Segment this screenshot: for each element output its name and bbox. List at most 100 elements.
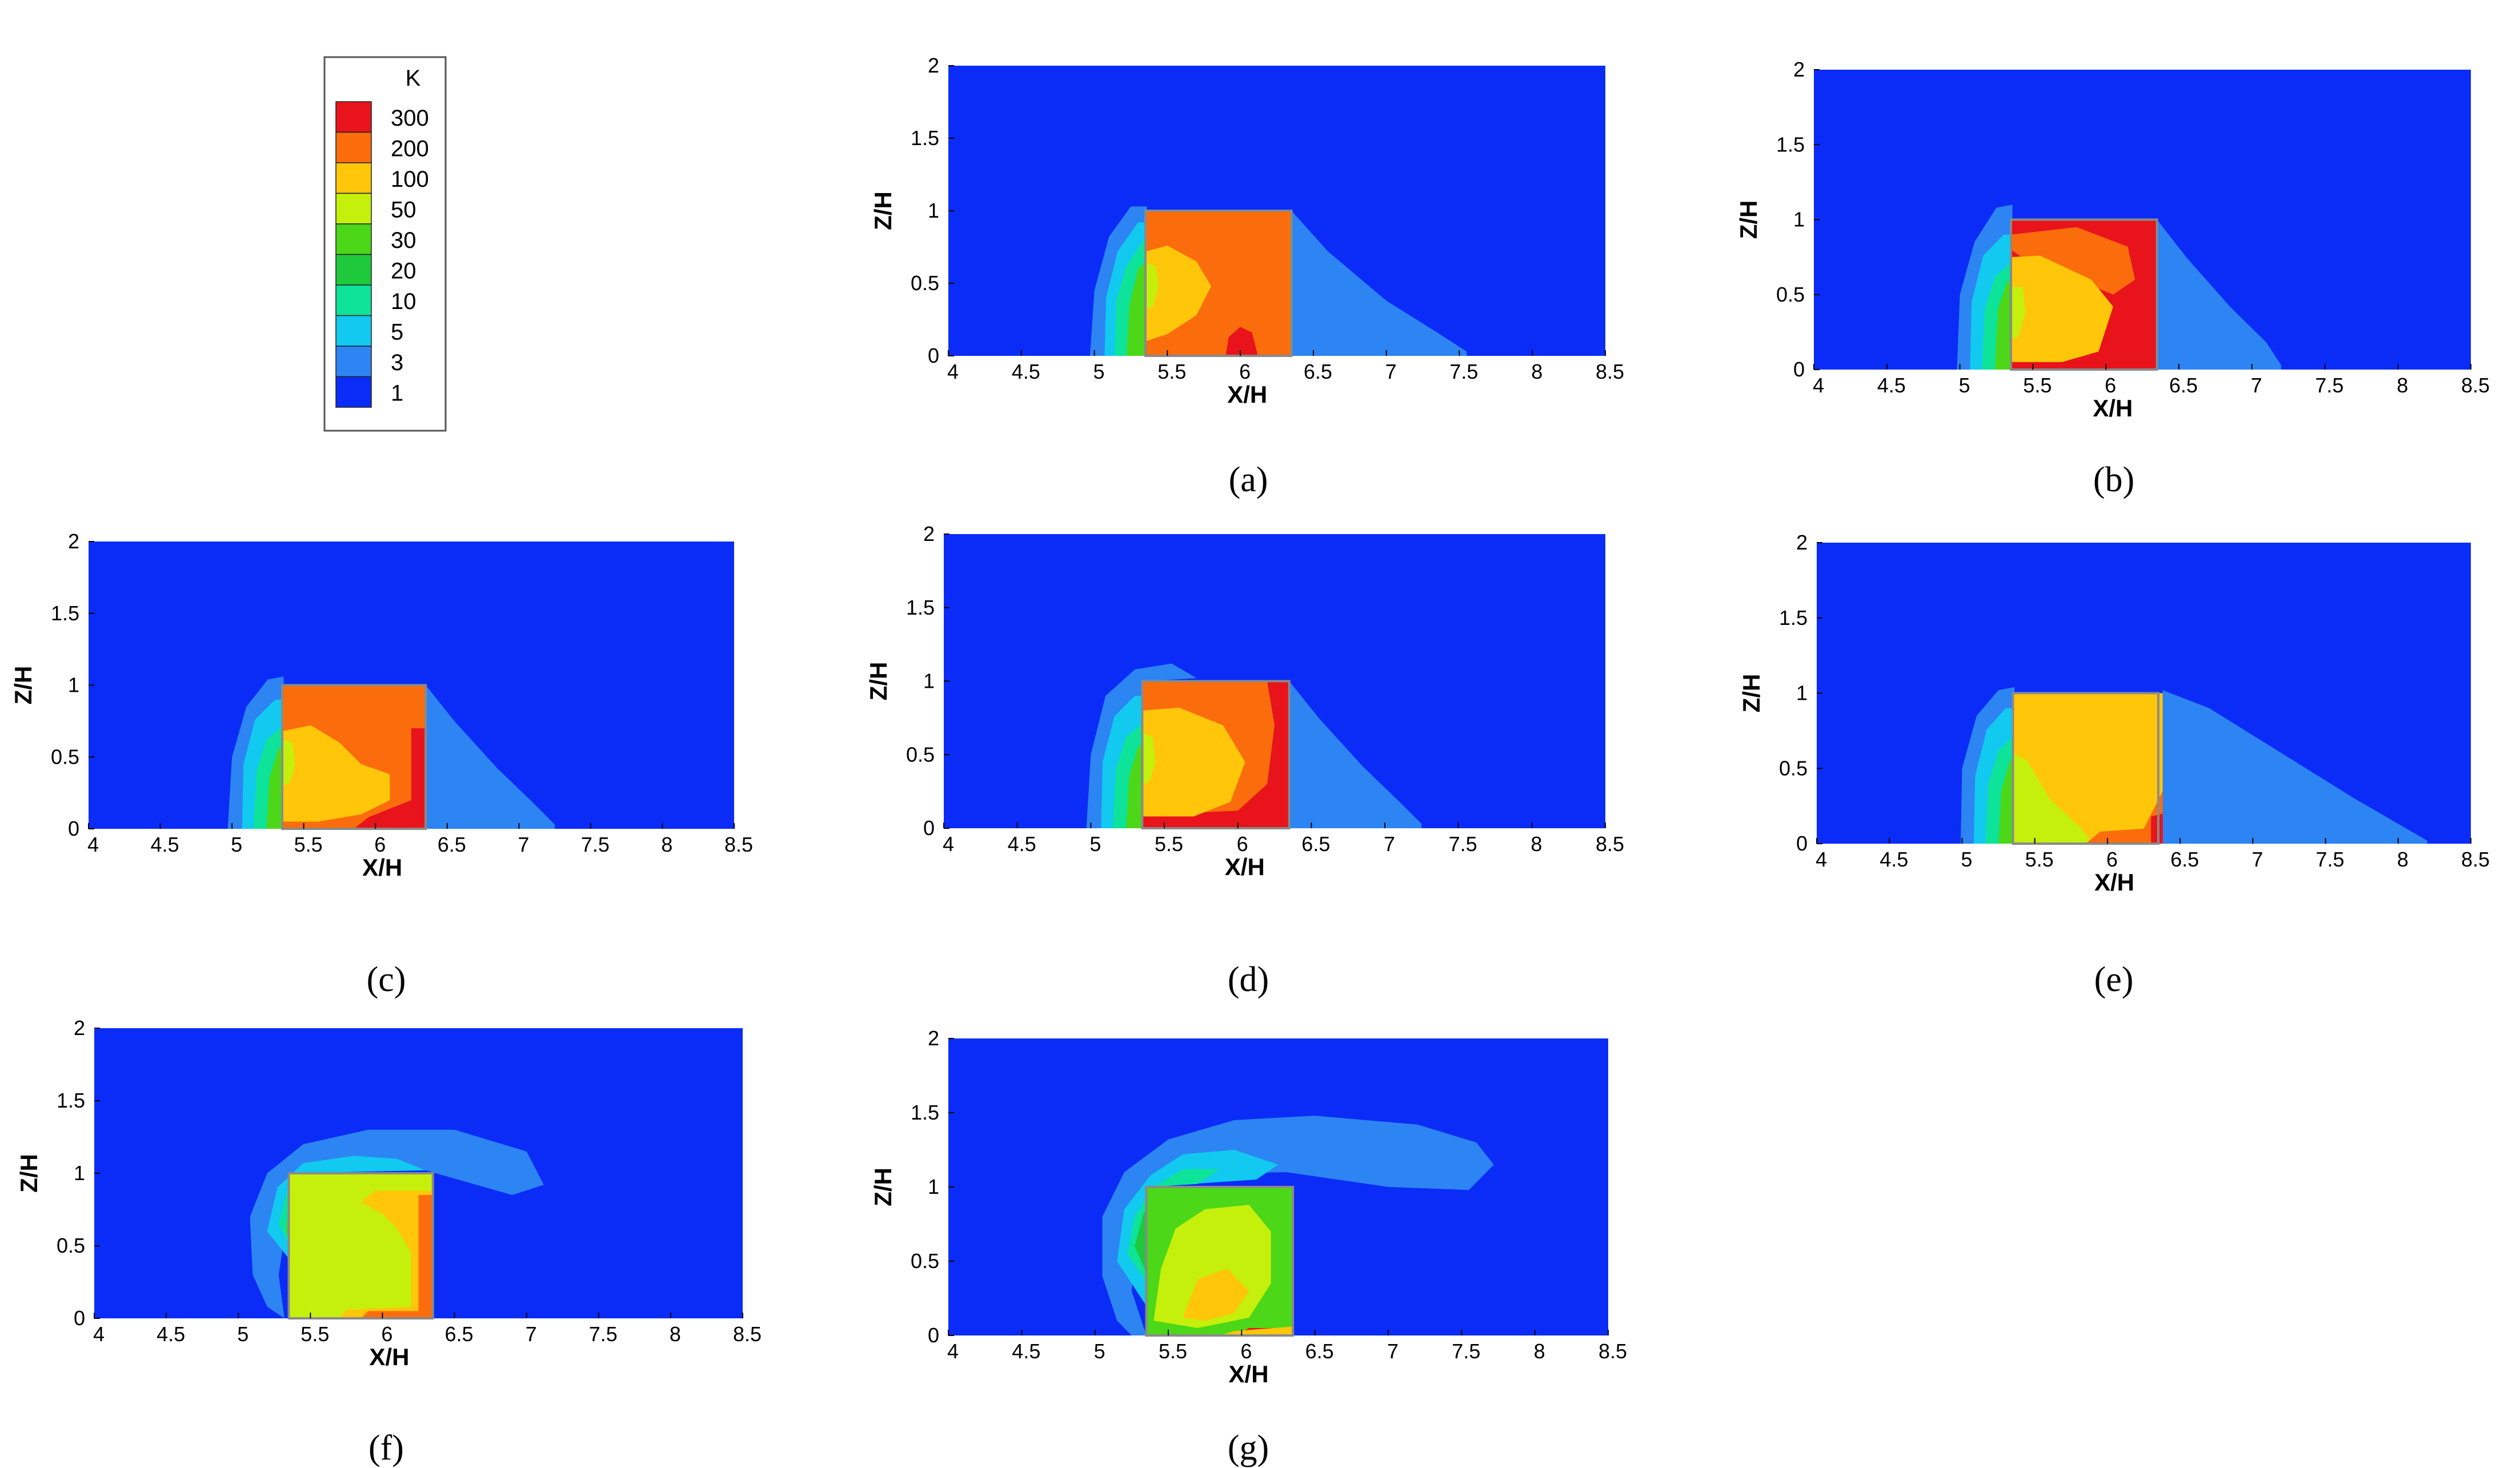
x-axis: 4 4.5 5 5.5 6 6.5 7 7.5 8 8.5	[947, 1330, 1627, 1363]
color-legend: K 300 200 100 50 30 20 10 5 3 1	[323, 56, 447, 432]
contour-level-100	[2011, 255, 2113, 362]
x-tick-label: 7	[526, 1322, 537, 1346]
panel-label: (g)	[1228, 1429, 1269, 1467]
building-outline	[281, 684, 427, 830]
legend-label-10: 10	[391, 289, 416, 314]
y-tick-label: 1	[74, 1161, 85, 1185]
x-tick-label: 6	[1237, 832, 1248, 856]
panel-a: 4 4.5 5 5.5 6 6.5 7 7.5 8 8.5 0 0.5 1 1.5 2 X/H Z/H (a)	[870, 54, 1624, 499]
legend-swatch-30	[335, 223, 372, 255]
y-tick-label: 2	[928, 1026, 939, 1050]
x-tick-label: 6	[381, 1322, 392, 1346]
y-tick-label: 0.5	[911, 271, 939, 295]
y-tick-label: 1.5	[57, 1089, 85, 1112]
y-tick-label: 2	[1796, 531, 1808, 554]
legend-swatch-200	[335, 131, 372, 163]
x-tick-label: 8	[1531, 360, 1543, 383]
legend-label-200: 200	[391, 137, 429, 162]
y-tick-label: 0	[928, 1323, 939, 1347]
x-tick-label: 5	[1961, 848, 1972, 871]
contour-level-200	[360, 1311, 419, 1318]
contour-field	[1089, 206, 1467, 356]
building-outline	[2010, 218, 2158, 371]
legend-label-300: 300	[391, 106, 429, 131]
y-tick-label: 0.5	[51, 745, 79, 768]
x-tick-label: 5	[1959, 374, 1970, 397]
x-tick-label: 8.5	[1598, 1339, 1627, 1363]
y-axis: 0 0.5 1 1.5 2	[57, 1016, 100, 1330]
y-tick-label: 1.5	[1776, 133, 1805, 156]
contour-level-30	[1998, 756, 2014, 844]
x-tick-label: 6	[374, 833, 386, 856]
x-tick-label: 8	[1534, 1339, 1545, 1363]
y-tick-label: 1.5	[1779, 606, 1808, 629]
panel-label: (d)	[1228, 960, 1269, 999]
x-tick-label: 5.5	[2025, 848, 2054, 871]
x-tick-label: 6	[2106, 848, 2118, 871]
x-tick-label: 7.5	[1449, 832, 1477, 856]
panel-f: 4 4.5 5 5.5 6 6.5 7 7.5 8 8.5 0 0.5 1 1.5 2 X/H Z/H (f)	[15, 1016, 762, 1467]
building-outline	[1144, 210, 1293, 357]
y-tick-label: 0	[1796, 832, 1808, 855]
x-tick-label: 5	[1093, 360, 1105, 383]
x-tick-label: 8.5	[1596, 832, 1624, 856]
y-tick-label: 0	[1793, 358, 1805, 381]
x-tick-label: 4.5	[1008, 832, 1036, 856]
x-tick-label: 4	[947, 1339, 959, 1363]
x-axis-label: X/H	[2093, 395, 2133, 422]
x-axis-label: X/H	[1225, 853, 1265, 880]
panel-label: (b)	[2093, 460, 2134, 499]
legend-swatch-5	[335, 315, 372, 347]
x-axis: 4 4.5 5 5.5 6 6.5 7 7.5 8 8.5	[943, 823, 1624, 856]
x-tick-label: 6.5	[1304, 360, 1332, 383]
panel-label: (c)	[367, 960, 406, 999]
x-axis: 4 4.5 5 5.5 6 6.5 7 7.5 8 8.5	[93, 1313, 762, 1346]
x-tick-label: 8.5	[2461, 848, 2490, 871]
x-tick-label: 8	[2397, 374, 2408, 397]
contour-level-3	[2157, 219, 2281, 370]
x-tick-label: 7.5	[1449, 360, 1478, 383]
contour-level-100	[1219, 1326, 1293, 1335]
x-tick-label: 4.5	[157, 1322, 185, 1346]
y-tick-label: 2	[68, 530, 79, 553]
x-tick-label: 4.5	[151, 833, 179, 856]
x-tick-label: 6.5	[438, 833, 466, 856]
x-tick-label: 4	[1816, 848, 1827, 871]
legend-label-1: 1	[391, 381, 403, 406]
x-tick-label: 4	[943, 832, 954, 856]
y-tick-label: 1.5	[906, 596, 935, 619]
y-tick-label: 0.5	[1779, 756, 1808, 780]
legend-swatch-3	[335, 346, 372, 378]
legend-label-20: 20	[391, 259, 416, 284]
x-tick-label: 5	[1089, 832, 1101, 856]
x-tick-label: 4.5	[1880, 848, 1908, 871]
contour-level-300	[1225, 327, 1258, 356]
contour-level-30	[1126, 743, 1144, 828]
y-tick-label: 0.5	[911, 1249, 939, 1273]
x-tick-label: 5.5	[294, 833, 323, 856]
x-tick-label: 4.5	[1012, 1339, 1040, 1363]
y-tick-label: 1.5	[911, 126, 939, 150]
x-tick-label: 6.5	[1301, 832, 1330, 856]
x-tick-label: 5.5	[1155, 832, 1183, 856]
contour-level-3	[1291, 211, 1467, 356]
y-tick-label: 2	[1793, 58, 1805, 81]
contour-level-200	[2085, 791, 2163, 844]
contour-field	[1957, 204, 2281, 370]
y-axis-label: Z/H	[865, 662, 892, 701]
contour-level-50	[2011, 287, 2026, 340]
y-tick-label: 0	[923, 816, 935, 840]
x-tick-label: 7	[1385, 360, 1397, 383]
legend-swatch-1	[335, 376, 372, 408]
panel-e: 4 4.5 5 5.5 6 6.5 7 7.5 8 8.5 0 0.5 1 1.5 2 X/H Z/H (e)	[1738, 531, 2490, 999]
building-outline	[287, 1172, 434, 1319]
legend-label-100: 100	[391, 167, 429, 192]
x-tick-label: 7.5	[2316, 848, 2345, 871]
x-tick-label: 4	[87, 833, 99, 856]
y-tick-label: 2	[928, 54, 939, 77]
x-axis-label: X/H	[2094, 869, 2134, 896]
y-tick-label: 0	[74, 1306, 85, 1330]
x-tick-label: 8	[661, 833, 672, 856]
x-tick-label: 7	[518, 833, 529, 856]
